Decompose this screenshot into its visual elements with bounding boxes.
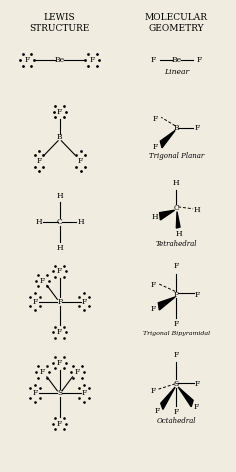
Text: C: C [173,204,179,212]
Text: F: F [33,298,38,306]
Text: H: H [56,192,63,200]
Text: F: F [150,56,156,64]
Polygon shape [160,130,175,148]
Text: F: F [57,420,62,428]
Text: H: H [152,213,159,221]
Text: Trigonal Planar: Trigonal Planar [149,152,204,160]
Polygon shape [178,387,193,407]
Text: Octahedral: Octahedral [156,417,196,425]
Text: H: H [194,206,201,214]
Polygon shape [158,297,175,310]
Text: P: P [57,298,62,306]
Text: F: F [57,328,62,336]
Text: F: F [75,368,80,376]
Text: S: S [57,389,62,397]
Text: F: F [90,56,95,64]
Polygon shape [160,210,175,220]
Text: F: F [150,387,156,395]
Text: F: F [174,262,179,270]
Text: F: F [40,368,45,376]
Text: LEWIS
STRUCTURE: LEWIS STRUCTURE [30,13,90,33]
Text: B: B [173,124,179,132]
Text: F: F [195,124,200,132]
Text: Be: Be [171,56,181,64]
Text: H: H [35,218,42,226]
Text: Linear: Linear [164,68,189,76]
Text: F: F [57,267,62,275]
Text: F: F [195,380,200,388]
Text: F: F [40,277,45,285]
Text: MOLECULAR
GEOMETRY: MOLECULAR GEOMETRY [145,13,208,33]
Text: P: P [174,291,179,299]
Text: F: F [153,143,158,151]
Text: F: F [150,281,156,289]
Text: F: F [197,56,202,64]
Text: Be: Be [55,56,65,64]
Text: F: F [36,157,41,165]
Text: H: H [175,230,182,238]
Text: H: H [173,179,180,187]
Text: F: F [174,408,179,416]
Text: F: F [155,407,160,415]
Text: H: H [56,244,63,252]
Text: F: F [153,115,158,123]
Text: F: F [174,351,179,359]
Text: F: F [82,298,87,306]
Text: F: F [78,157,83,165]
Text: F: F [57,359,62,367]
Text: B: B [57,134,63,142]
Text: F: F [57,108,62,116]
Text: S: S [174,380,179,388]
Text: F: F [195,291,200,299]
Text: F: F [33,389,38,397]
Polygon shape [161,387,175,409]
Polygon shape [176,211,180,228]
Text: C: C [57,218,63,226]
Text: F: F [82,389,87,397]
Text: H: H [77,218,84,226]
Text: Trigonal Bipyramidal: Trigonal Bipyramidal [143,331,210,336]
Text: F: F [150,305,156,313]
Text: F: F [194,403,199,411]
Text: Tetrahedral: Tetrahedral [156,240,197,248]
Text: F: F [24,56,30,64]
Text: F: F [174,320,179,328]
